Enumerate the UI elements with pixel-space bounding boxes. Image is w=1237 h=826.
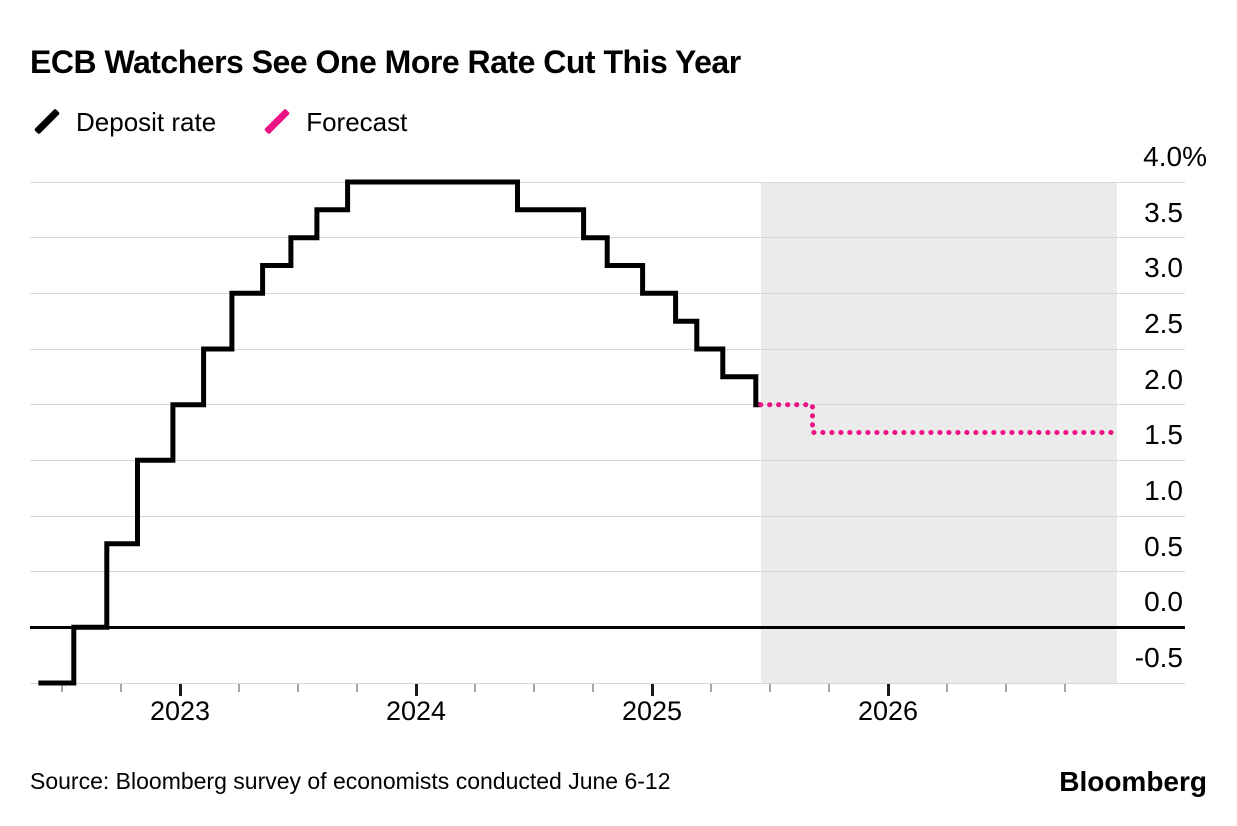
y-axis-label: 4.0% <box>1143 141 1207 172</box>
y-axis-label: 3.5 <box>1144 196 1183 228</box>
y-axis-label: 0.5 <box>1144 530 1183 562</box>
forecast-line <box>758 402 1118 435</box>
y-axis-label: 1.0 <box>1144 475 1183 506</box>
chart-title: ECB Watchers See One More Rate Cut This … <box>30 44 741 80</box>
gridline <box>30 571 1185 573</box>
zero-gridline <box>30 625 1185 629</box>
x-axis-year-label: 2024 <box>385 696 447 726</box>
legend-item-forecast: Forecast <box>260 107 407 138</box>
x-axis-quarter-tick <box>120 684 122 692</box>
x-axis-year-tick <box>414 684 418 696</box>
y-axis-label: 1.5 <box>1144 419 1183 451</box>
x-axis-quarter-tick <box>238 684 240 692</box>
x-axis-year-label: 2023 <box>149 696 211 726</box>
x-axis-quarter-tick <box>592 684 594 692</box>
gridline <box>30 292 1185 294</box>
x-axis-year-tick <box>886 684 890 696</box>
x-axis-year-tick <box>178 684 182 696</box>
gridline <box>30 348 1185 350</box>
y-axis-label: 0.0 <box>1144 586 1183 618</box>
x-axis-year-label: 2025 <box>621 696 683 726</box>
gridline <box>30 459 1185 461</box>
x-axis-year-label: 2026 <box>857 696 919 726</box>
legend: Deposit rate Forecast <box>30 106 451 138</box>
y-axis-label: 2.0 <box>1144 363 1183 395</box>
gridline <box>30 404 1185 406</box>
x-axis-quarter-tick <box>1005 684 1007 692</box>
y-axis-label: -0.5 <box>1134 642 1183 673</box>
y-axis-label: 3.0 <box>1144 252 1183 284</box>
x-axis-quarter-tick <box>356 684 358 692</box>
x-axis-quarter-tick <box>828 684 830 692</box>
gridline <box>30 515 1185 517</box>
gridline <box>30 181 1185 183</box>
legend-label-forecast: Forecast <box>306 106 408 137</box>
legend-item-deposit-rate: Deposit rate <box>30 107 216 138</box>
x-axis-quarter-tick <box>533 684 535 692</box>
x-axis-quarter-tick <box>1064 684 1066 692</box>
bloomberg-logo: Bloomberg <box>1059 766 1207 797</box>
x-axis-quarter-tick <box>474 684 476 692</box>
x-axis-quarter-tick <box>710 684 712 692</box>
y-axis-label: 2.5 <box>1144 308 1183 339</box>
x-axis-quarter-tick <box>946 684 948 692</box>
legend-label-deposit-rate: Deposit rate <box>76 106 217 137</box>
source-note: Source: Bloomberg survey of economists c… <box>30 768 671 794</box>
x-axis-year-tick <box>650 684 654 696</box>
gridline <box>30 682 1185 684</box>
x-axis-quarter-tick <box>61 684 63 692</box>
x-axis-quarter-tick <box>769 684 771 692</box>
x-axis-quarter-tick <box>297 684 299 692</box>
deposit-rate-line <box>38 179 761 686</box>
